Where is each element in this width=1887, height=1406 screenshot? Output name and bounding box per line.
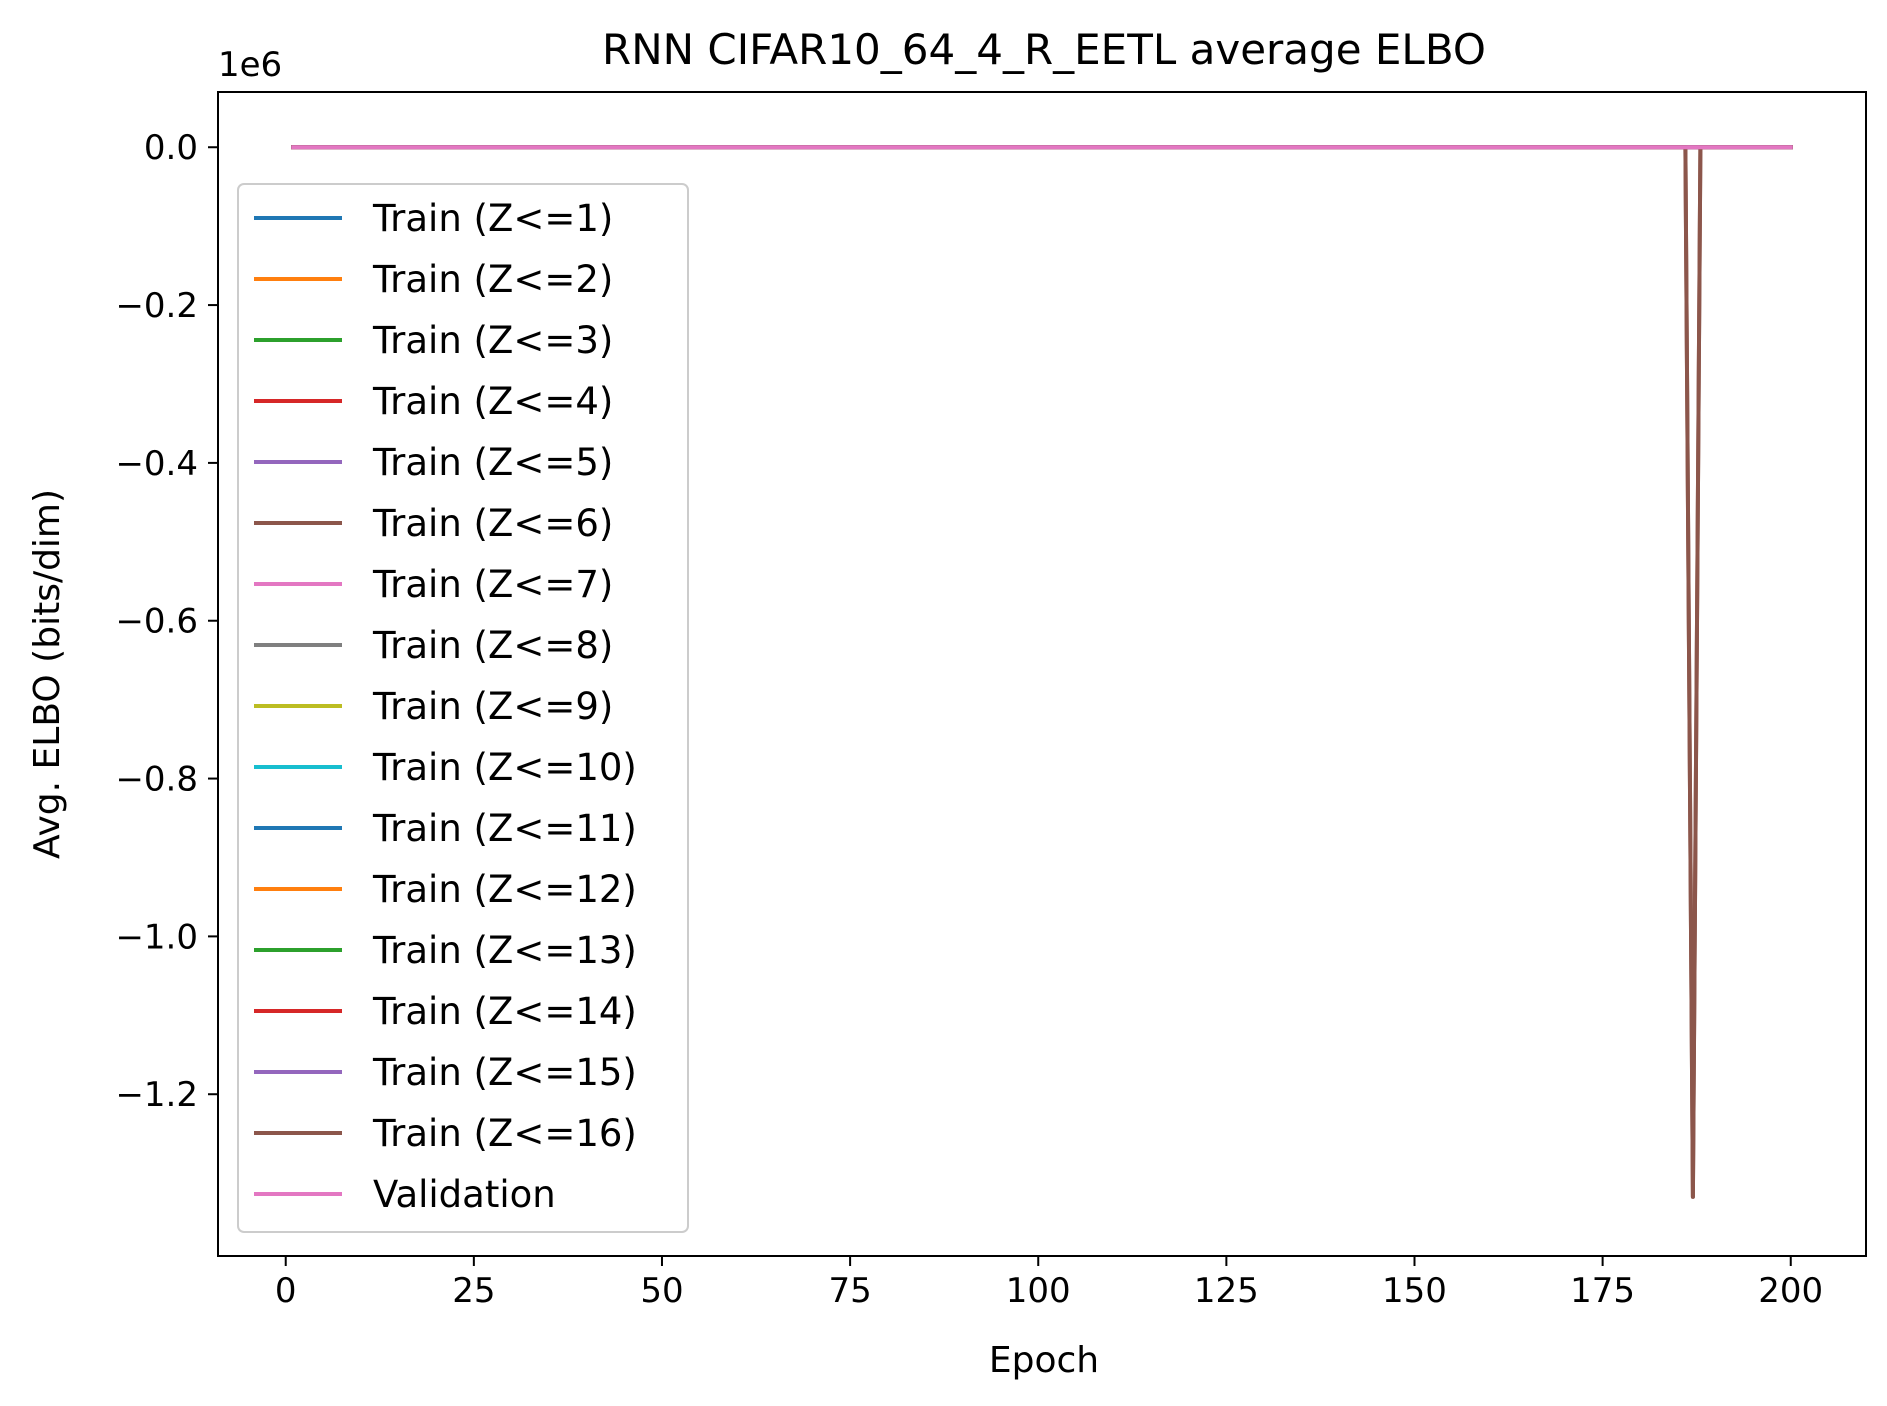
plot-area: 0 25 50 75 100 125 150 175 200 0.0 −0.2 −0.4 −0.6 −0.… xyxy=(115,91,1867,1311)
x-tick-label: 50 xyxy=(640,1271,683,1311)
x-tick-label: 75 xyxy=(828,1271,871,1311)
legend-label: Train (Z<=3) xyxy=(372,319,613,362)
chart-title: RNN CIFAR10_64_4_R_EETL average ELBO xyxy=(602,25,1486,74)
y-offset-label: 1e6 xyxy=(218,45,282,85)
legend-label: Train (Z<=16) xyxy=(372,1112,637,1155)
legend-label: Train (Z<=11) xyxy=(372,807,637,850)
legend-label: Train (Z<=2) xyxy=(372,258,613,301)
x-tick-label: 200 xyxy=(1758,1271,1823,1311)
legend: Train (Z<=1) Train (Z<=2) Train (Z<=3) Trai… xyxy=(237,183,689,1233)
y-tick-label: 0.0 xyxy=(144,128,198,168)
x-tick-label: 125 xyxy=(1194,1271,1259,1311)
y-tick-label: −0.8 xyxy=(115,760,198,800)
y-tick-label: −0.2 xyxy=(115,286,198,326)
y-axis-label: Avg. ELBO (bits/dim) xyxy=(27,489,68,859)
x-axis-label: Epoch xyxy=(989,1340,1099,1381)
x-tick-label: 0 xyxy=(275,1271,297,1311)
legend-label: Validation xyxy=(373,1173,556,1216)
legend-label: Train (Z<=8) xyxy=(372,624,613,667)
legend-label: Train (Z<=13) xyxy=(372,929,637,972)
legend-label: Train (Z<=12) xyxy=(372,868,637,911)
legend-label: Train (Z<=4) xyxy=(372,380,613,423)
y-tick-label: −0.4 xyxy=(115,444,198,484)
legend-label: Train (Z<=6) xyxy=(372,502,613,545)
y-tick-label: −1.0 xyxy=(115,917,198,957)
legend-label: Train (Z<=9) xyxy=(372,685,613,728)
y-tick-label: −1.2 xyxy=(115,1075,198,1115)
legend-label: Train (Z<=7) xyxy=(372,563,613,606)
legend-label: Train (Z<=10) xyxy=(372,746,637,789)
legend-label: Train (Z<=1) xyxy=(372,197,613,240)
legend-box xyxy=(237,183,689,1233)
y-tick-label: −0.6 xyxy=(115,602,198,642)
x-tick-label: 175 xyxy=(1570,1271,1635,1311)
axes-frame xyxy=(217,91,1867,1257)
legend-label: Train (Z<=5) xyxy=(372,441,613,484)
x-tick-label: 25 xyxy=(452,1271,495,1311)
x-tick-label: 150 xyxy=(1382,1271,1447,1311)
x-tick-label: 100 xyxy=(1006,1271,1071,1311)
legend-label: Train (Z<=15) xyxy=(372,1051,637,1094)
legend-label: Train (Z<=14) xyxy=(372,990,637,1033)
